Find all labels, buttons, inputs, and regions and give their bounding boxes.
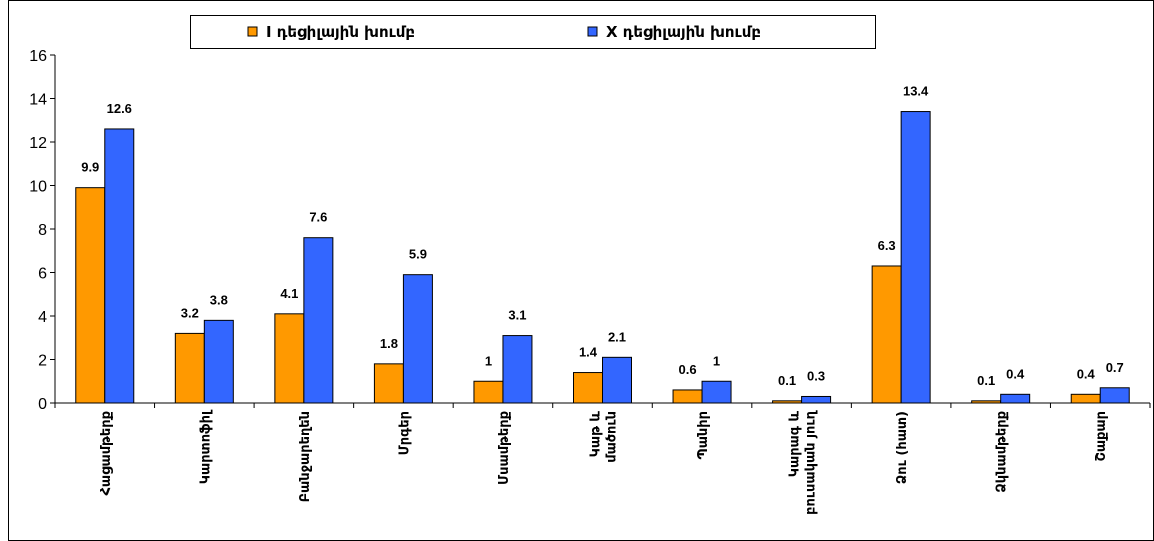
bar bbox=[373, 363, 404, 404]
chart-frame bbox=[8, 0, 1154, 541]
x-tick-label: Կարագ ևբուսական յուղ bbox=[788, 409, 819, 515]
value-label: 0.4 bbox=[1006, 366, 1025, 381]
bar bbox=[602, 356, 632, 404]
bar bbox=[672, 389, 703, 404]
x-tick-label: Բանջարեղեն bbox=[298, 411, 313, 502]
bar bbox=[1099, 387, 1130, 404]
y-tick-label: 10 bbox=[29, 179, 47, 196]
x-tick-label: Ձու (հատ) bbox=[895, 411, 910, 484]
bar bbox=[104, 128, 135, 404]
y-tick-label: 8 bbox=[38, 222, 47, 239]
x-tick-label: Մսամթերք bbox=[497, 411, 512, 485]
y-tick-label: 6 bbox=[38, 266, 47, 283]
y-tick-label: 2 bbox=[38, 353, 47, 370]
bar bbox=[174, 332, 205, 404]
bar bbox=[772, 400, 803, 404]
legend-swatch bbox=[247, 26, 258, 37]
bar bbox=[303, 237, 334, 404]
value-label: 3.8 bbox=[210, 292, 228, 307]
bar bbox=[573, 372, 603, 404]
value-label: 0.1 bbox=[778, 373, 796, 388]
value-label: 1.4 bbox=[579, 345, 598, 360]
bar bbox=[402, 274, 433, 404]
x-tick-label: Ձկնամթերք bbox=[995, 411, 1010, 493]
x-tick-label: Շաքար bbox=[1094, 411, 1109, 461]
bar bbox=[701, 380, 732, 404]
value-label: 6.3 bbox=[878, 238, 896, 253]
legend-label: X դեցիլային խումբ bbox=[606, 23, 761, 41]
value-label: 0.1 bbox=[977, 373, 995, 388]
value-label: 7.6 bbox=[309, 210, 327, 225]
value-label: 3.1 bbox=[508, 308, 526, 323]
value-label: 0.3 bbox=[807, 368, 825, 383]
bar bbox=[900, 111, 931, 404]
value-label: 0.4 bbox=[1077, 366, 1096, 381]
legend-swatch bbox=[587, 26, 598, 37]
value-label: 12.6 bbox=[107, 101, 132, 116]
bar bbox=[502, 335, 533, 404]
x-tick-label: Մրգեր bbox=[397, 411, 412, 455]
bar bbox=[1000, 393, 1031, 404]
y-tick-label: 16 bbox=[29, 48, 47, 65]
bar bbox=[473, 380, 504, 404]
bar bbox=[203, 319, 234, 404]
y-tick-label: 0 bbox=[38, 396, 47, 413]
value-label: 1 bbox=[485, 353, 492, 368]
x-tick-label: Հացամթերք bbox=[99, 411, 114, 496]
bar bbox=[871, 265, 902, 404]
bar bbox=[75, 187, 106, 404]
bar bbox=[801, 395, 832, 404]
bar bbox=[971, 400, 1002, 404]
y-tick-label: 4 bbox=[38, 309, 47, 326]
y-tick-label: 14 bbox=[29, 92, 47, 109]
value-label: 2.1 bbox=[608, 329, 626, 344]
value-label: 1.8 bbox=[380, 336, 398, 351]
value-label: 0.6 bbox=[679, 362, 697, 377]
value-label: 13.4 bbox=[903, 84, 929, 99]
value-label: 1 bbox=[713, 353, 720, 368]
value-label: 3.2 bbox=[181, 305, 199, 320]
x-tick-label: Կարտոֆիլ bbox=[198, 409, 213, 484]
value-label: 5.9 bbox=[409, 247, 427, 262]
x-tick-label: Պանիր bbox=[696, 411, 711, 460]
value-label: 4.1 bbox=[280, 286, 298, 301]
bar bbox=[274, 313, 305, 404]
bar bbox=[1070, 393, 1101, 404]
value-label: 0.7 bbox=[1106, 360, 1124, 375]
value-label: 9.9 bbox=[81, 160, 99, 175]
x-tick-label: Կաթ ևմածուն bbox=[589, 411, 620, 463]
legend-box bbox=[190, 15, 876, 49]
y-tick-label: 12 bbox=[29, 135, 47, 152]
legend-label: I դեցիլային խումբ bbox=[266, 23, 415, 41]
